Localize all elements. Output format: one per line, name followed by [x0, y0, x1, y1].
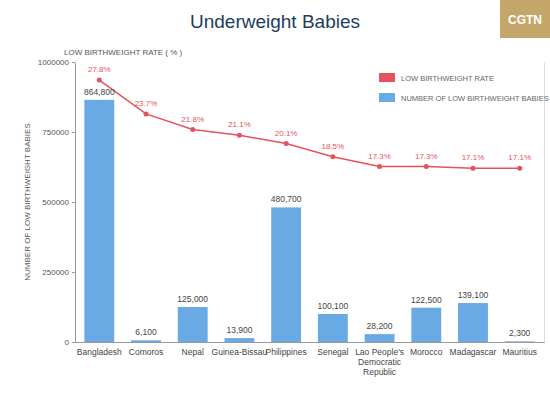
- bar-label: 864,800: [84, 87, 115, 97]
- x-tick: Comoros: [129, 342, 163, 357]
- bar-label: 139,100: [458, 290, 489, 300]
- x-tick: Nepal: [182, 342, 204, 357]
- x-tick: Bangladesh: [77, 342, 122, 357]
- x-tick: Senegal: [317, 342, 348, 357]
- bar: [178, 307, 208, 342]
- line-label: 17.1%: [508, 153, 531, 162]
- y-axis-title: NUMBER OF LOW BIRTHWEIGHT BABIES: [23, 123, 32, 281]
- bar: [505, 341, 535, 342]
- x-tick-label: Senegal: [317, 347, 348, 357]
- line-label: 27.8%: [88, 65, 111, 74]
- data-labels: 27.8% 23.7% 21.8% 21.1% 20.1% 18.5% 17.3% 17.3%…: [84, 65, 531, 338]
- bar-label: 125,000: [177, 294, 208, 304]
- bar-label: 13,900: [226, 325, 252, 335]
- line-marker: [144, 111, 149, 116]
- y-tick-label: 0: [65, 338, 70, 347]
- bar: [224, 338, 254, 342]
- x-tick-label: Morocco: [410, 347, 443, 357]
- line-marker: [97, 78, 102, 83]
- line-label: 17.3%: [415, 152, 438, 161]
- x-tick: Mauritius: [502, 342, 536, 357]
- line-marker: [517, 166, 522, 171]
- x-tick-label: Comoros: [129, 347, 163, 357]
- x-axis-line: [76, 342, 545, 343]
- line-label: 23.7%: [135, 99, 158, 108]
- line-label: 21.1%: [228, 120, 251, 129]
- bar: [271, 207, 301, 342]
- x-tick-label: Madagascar: [450, 347, 497, 357]
- x-tick-label: Lao People'sDemocraticRepublic: [355, 347, 404, 377]
- bar: [458, 303, 488, 342]
- y-tick-label: 500000: [42, 198, 69, 207]
- y-tick-mark: [72, 132, 75, 133]
- bar: [318, 314, 348, 342]
- y-tick: 750000: [42, 128, 75, 137]
- bar-label: 28,200: [367, 321, 393, 331]
- chart: Underweight Babies CGTN 0 250000 500000 75000…: [0, 0, 550, 395]
- legend-label: LOW BIRTHWEIGHT RATE: [401, 74, 494, 83]
- y-tick-label: 250000: [42, 268, 69, 277]
- marks: [84, 78, 534, 342]
- y-tick: 500000: [42, 198, 75, 207]
- y2-axis: [544, 63, 545, 343]
- y-axis-line: [75, 63, 76, 343]
- y-tick-mark: [72, 272, 75, 273]
- legend-swatch: [379, 73, 395, 82]
- legend-swatch: [379, 93, 395, 102]
- line-marker: [377, 164, 382, 169]
- x-tick: Lao People'sDemocraticRepublic: [355, 342, 404, 377]
- line-marker: [330, 154, 335, 159]
- x-tick-label: Guinea-Bissau: [212, 347, 268, 357]
- logo-text: CGTN: [508, 13, 542, 27]
- bar-label: 480,700: [271, 194, 302, 204]
- y-tick-mark: [72, 62, 75, 63]
- x-tick-label: Nepal: [182, 347, 204, 357]
- x-axis: Bangladesh Comoros Nepal Guinea-BissauPhili…: [76, 342, 545, 377]
- line-marker: [424, 164, 429, 169]
- legend: LOW BIRTHWEIGHT RATE NUMBER OF LOW BIRTHW…: [379, 73, 549, 103]
- line-marker: [237, 133, 242, 138]
- legend-item: LOW BIRTHWEIGHT RATE: [379, 73, 494, 83]
- line-label: 20.1%: [275, 129, 298, 138]
- bar-label: 2,300: [509, 328, 531, 338]
- y-tick-mark: [72, 202, 75, 203]
- line-marker: [284, 141, 289, 146]
- line-marker: [470, 166, 475, 171]
- line-label: 21.8%: [181, 115, 204, 124]
- bar: [365, 334, 395, 342]
- bar: [84, 100, 114, 342]
- line-label: 17.3%: [368, 152, 391, 161]
- bar: [411, 308, 441, 342]
- y-tick-mark: [72, 342, 75, 343]
- plot: 0 250000 500000 750000 1000000 Bangladesh Como…: [38, 58, 549, 377]
- y-tick: 0: [65, 338, 75, 347]
- legend-label: NUMBER OF LOW BIRTHWEIGHT BABIES: [401, 94, 549, 103]
- bar-label: 6,100: [135, 327, 157, 337]
- y-axis: 0 250000 500000 750000 1000000: [38, 58, 76, 347]
- y2-axis-title: LOW BIRTHWEIGHT RATE ( % ): [64, 48, 183, 57]
- y2-axis-line: [544, 63, 545, 343]
- title: Underweight Babies: [190, 11, 360, 32]
- y-tick-label: 1000000: [38, 58, 70, 67]
- line-marker: [190, 127, 195, 132]
- line-label: 17.1%: [462, 153, 485, 162]
- x-tick-label: Mauritius: [502, 347, 536, 357]
- y-tick: 1000000: [38, 58, 75, 67]
- x-tick: Guinea-Bissau: [212, 342, 268, 357]
- bar: [131, 340, 161, 342]
- x-tick-label: Bangladesh: [77, 347, 122, 357]
- legend-item: NUMBER OF LOW BIRTHWEIGHT BABIES: [379, 93, 549, 103]
- y-tick: 250000: [42, 268, 75, 277]
- logo-box: [500, 0, 550, 38]
- x-tick: Morocco: [410, 342, 443, 357]
- x-tick: Philippines: [266, 342, 307, 357]
- y-tick-label: 750000: [42, 128, 69, 137]
- bar-label: 122,500: [411, 295, 442, 305]
- x-tick-label: Philippines: [266, 347, 307, 357]
- line-label: 18.5%: [322, 142, 345, 151]
- x-tick: Madagascar: [450, 342, 497, 357]
- bar-label: 100,100: [317, 301, 348, 311]
